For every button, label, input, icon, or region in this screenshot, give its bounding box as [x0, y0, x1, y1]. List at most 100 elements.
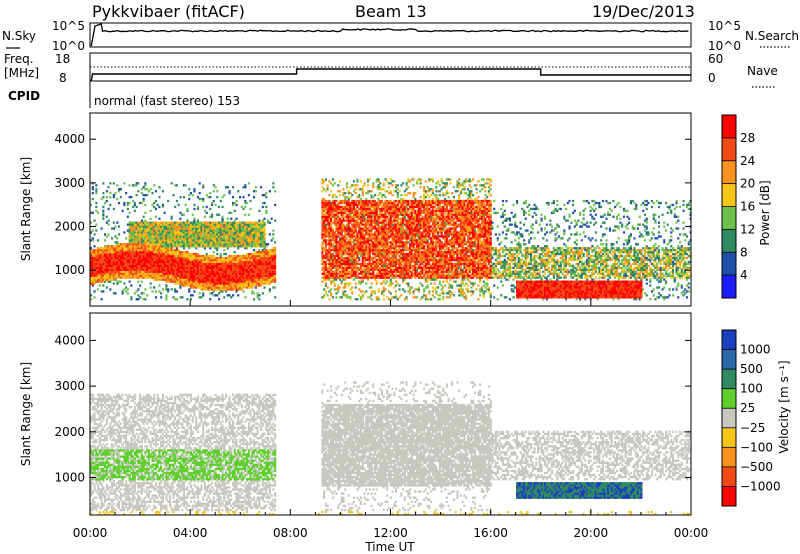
heatmap-cell [230, 211, 233, 214]
heatmap-cell [137, 264, 140, 267]
beam-title: Beam 13 [355, 2, 427, 21]
date-title: 19/Dec/2013 [592, 2, 695, 21]
heatmap-cell [216, 247, 219, 250]
heatmap-cell [100, 280, 103, 283]
heatmap-cell [130, 229, 133, 232]
heatmap-cell [149, 286, 152, 289]
heatmap-cell [207, 260, 210, 264]
heatmap-cell [324, 290, 327, 293]
heatmap-cell [331, 196, 334, 199]
heatmap-cell [139, 223, 142, 226]
heatmap-cell [342, 207, 345, 211]
heatmap-cell [331, 252, 334, 256]
heatmap-cell [167, 245, 170, 248]
heatmap-cell [365, 207, 368, 211]
heatmap-cell [156, 203, 159, 207]
heatmap-cell [382, 286, 385, 289]
heatmap-cell [203, 256, 206, 260]
heatmap-cell [105, 252, 108, 256]
heatmap-cell [326, 215, 329, 218]
heatmap-cell [133, 245, 136, 248]
heatmap-cell [219, 239, 222, 242]
heatmap-cell [230, 272, 233, 275]
heatmap-cell [126, 262, 129, 266]
heatmap-cell [351, 194, 354, 197]
heatmap-cell [137, 239, 140, 242]
heatmap-cell [133, 239, 136, 242]
heatmap-cell [130, 251, 133, 254]
heatmap-cell [331, 235, 334, 238]
heatmap-cell [112, 196, 115, 199]
heatmap-cell [161, 262, 164, 266]
heatmap-cell [352, 229, 355, 232]
heatmap-cell [323, 205, 326, 209]
heatmap-cell [114, 274, 117, 277]
heatmap-cell [326, 205, 329, 209]
heatmap-cell [179, 227, 182, 230]
heatmap-cell [170, 278, 173, 281]
heatmap-cell [386, 199, 389, 203]
heatmap-cell [135, 221, 138, 224]
heatmap-cell [107, 260, 110, 264]
heatmap-cell [338, 205, 341, 209]
heatmap-cell [263, 256, 266, 260]
heatmap-cell [263, 278, 266, 281]
heatmap-cell [90, 270, 93, 273]
heatmap-cell [149, 241, 152, 244]
heatmap-cell [356, 251, 359, 254]
heatmap-cell [93, 245, 96, 248]
heatmap-cell [335, 260, 338, 264]
heatmap-cell [368, 223, 371, 226]
heatmap-cell [105, 215, 108, 218]
heatmap-cell [323, 199, 326, 203]
heatmap-cell [121, 266, 124, 269]
heatmap-cell [158, 256, 161, 260]
heatmap-cell [372, 256, 375, 260]
heatmap-cell [330, 245, 333, 248]
heatmap-cell [177, 241, 180, 244]
heatmap-cell [338, 272, 341, 275]
heatmap-cell [128, 243, 131, 246]
heatmap-cell [128, 272, 131, 275]
heatmap-cell [212, 251, 215, 254]
heatmap-cell [137, 294, 140, 297]
heatmap-cell [179, 268, 182, 271]
heatmap-cell [189, 245, 192, 248]
heatmap-cell [268, 288, 271, 291]
heatmap-cell [97, 272, 100, 275]
heatmap-cell [254, 186, 257, 189]
heatmap-cell [109, 254, 112, 258]
heatmap-cell [382, 239, 385, 242]
heatmap-cell [216, 233, 219, 236]
heatmap-cell [135, 225, 138, 228]
heatmap-cell [361, 217, 364, 220]
heatmap-cell [163, 266, 166, 269]
heatmap-cell [249, 256, 252, 260]
heatmap-cell [253, 190, 256, 193]
heatmap-cell [98, 249, 101, 252]
heatmap-cell [104, 201, 107, 205]
heatmap-cell [375, 239, 378, 242]
heatmap-cell [361, 205, 364, 209]
heatmap-cell [133, 272, 136, 275]
heatmap-cell [342, 272, 345, 275]
heatmap-cell [112, 221, 115, 224]
heatmap-cell [182, 223, 185, 226]
heatmap-cell [139, 272, 142, 275]
heatmap-cell [181, 296, 184, 299]
heatmap-cell [359, 241, 362, 244]
heatmap-cell [90, 249, 93, 252]
heatmap-cell [116, 249, 119, 252]
heatmap-cell [149, 235, 152, 238]
heatmap-cell [382, 229, 385, 232]
heatmap-cell [142, 258, 145, 262]
heatmap-cell [246, 254, 249, 258]
heatmap-cell [167, 272, 170, 275]
heatmap-cell [267, 268, 270, 271]
heatmap-cell [177, 256, 180, 260]
heatmap-cell [207, 241, 210, 244]
heatmap-cell [237, 280, 240, 283]
heatmap-cell [372, 219, 375, 222]
heatmap-cell [128, 251, 131, 254]
heatmap-cell [100, 264, 103, 267]
